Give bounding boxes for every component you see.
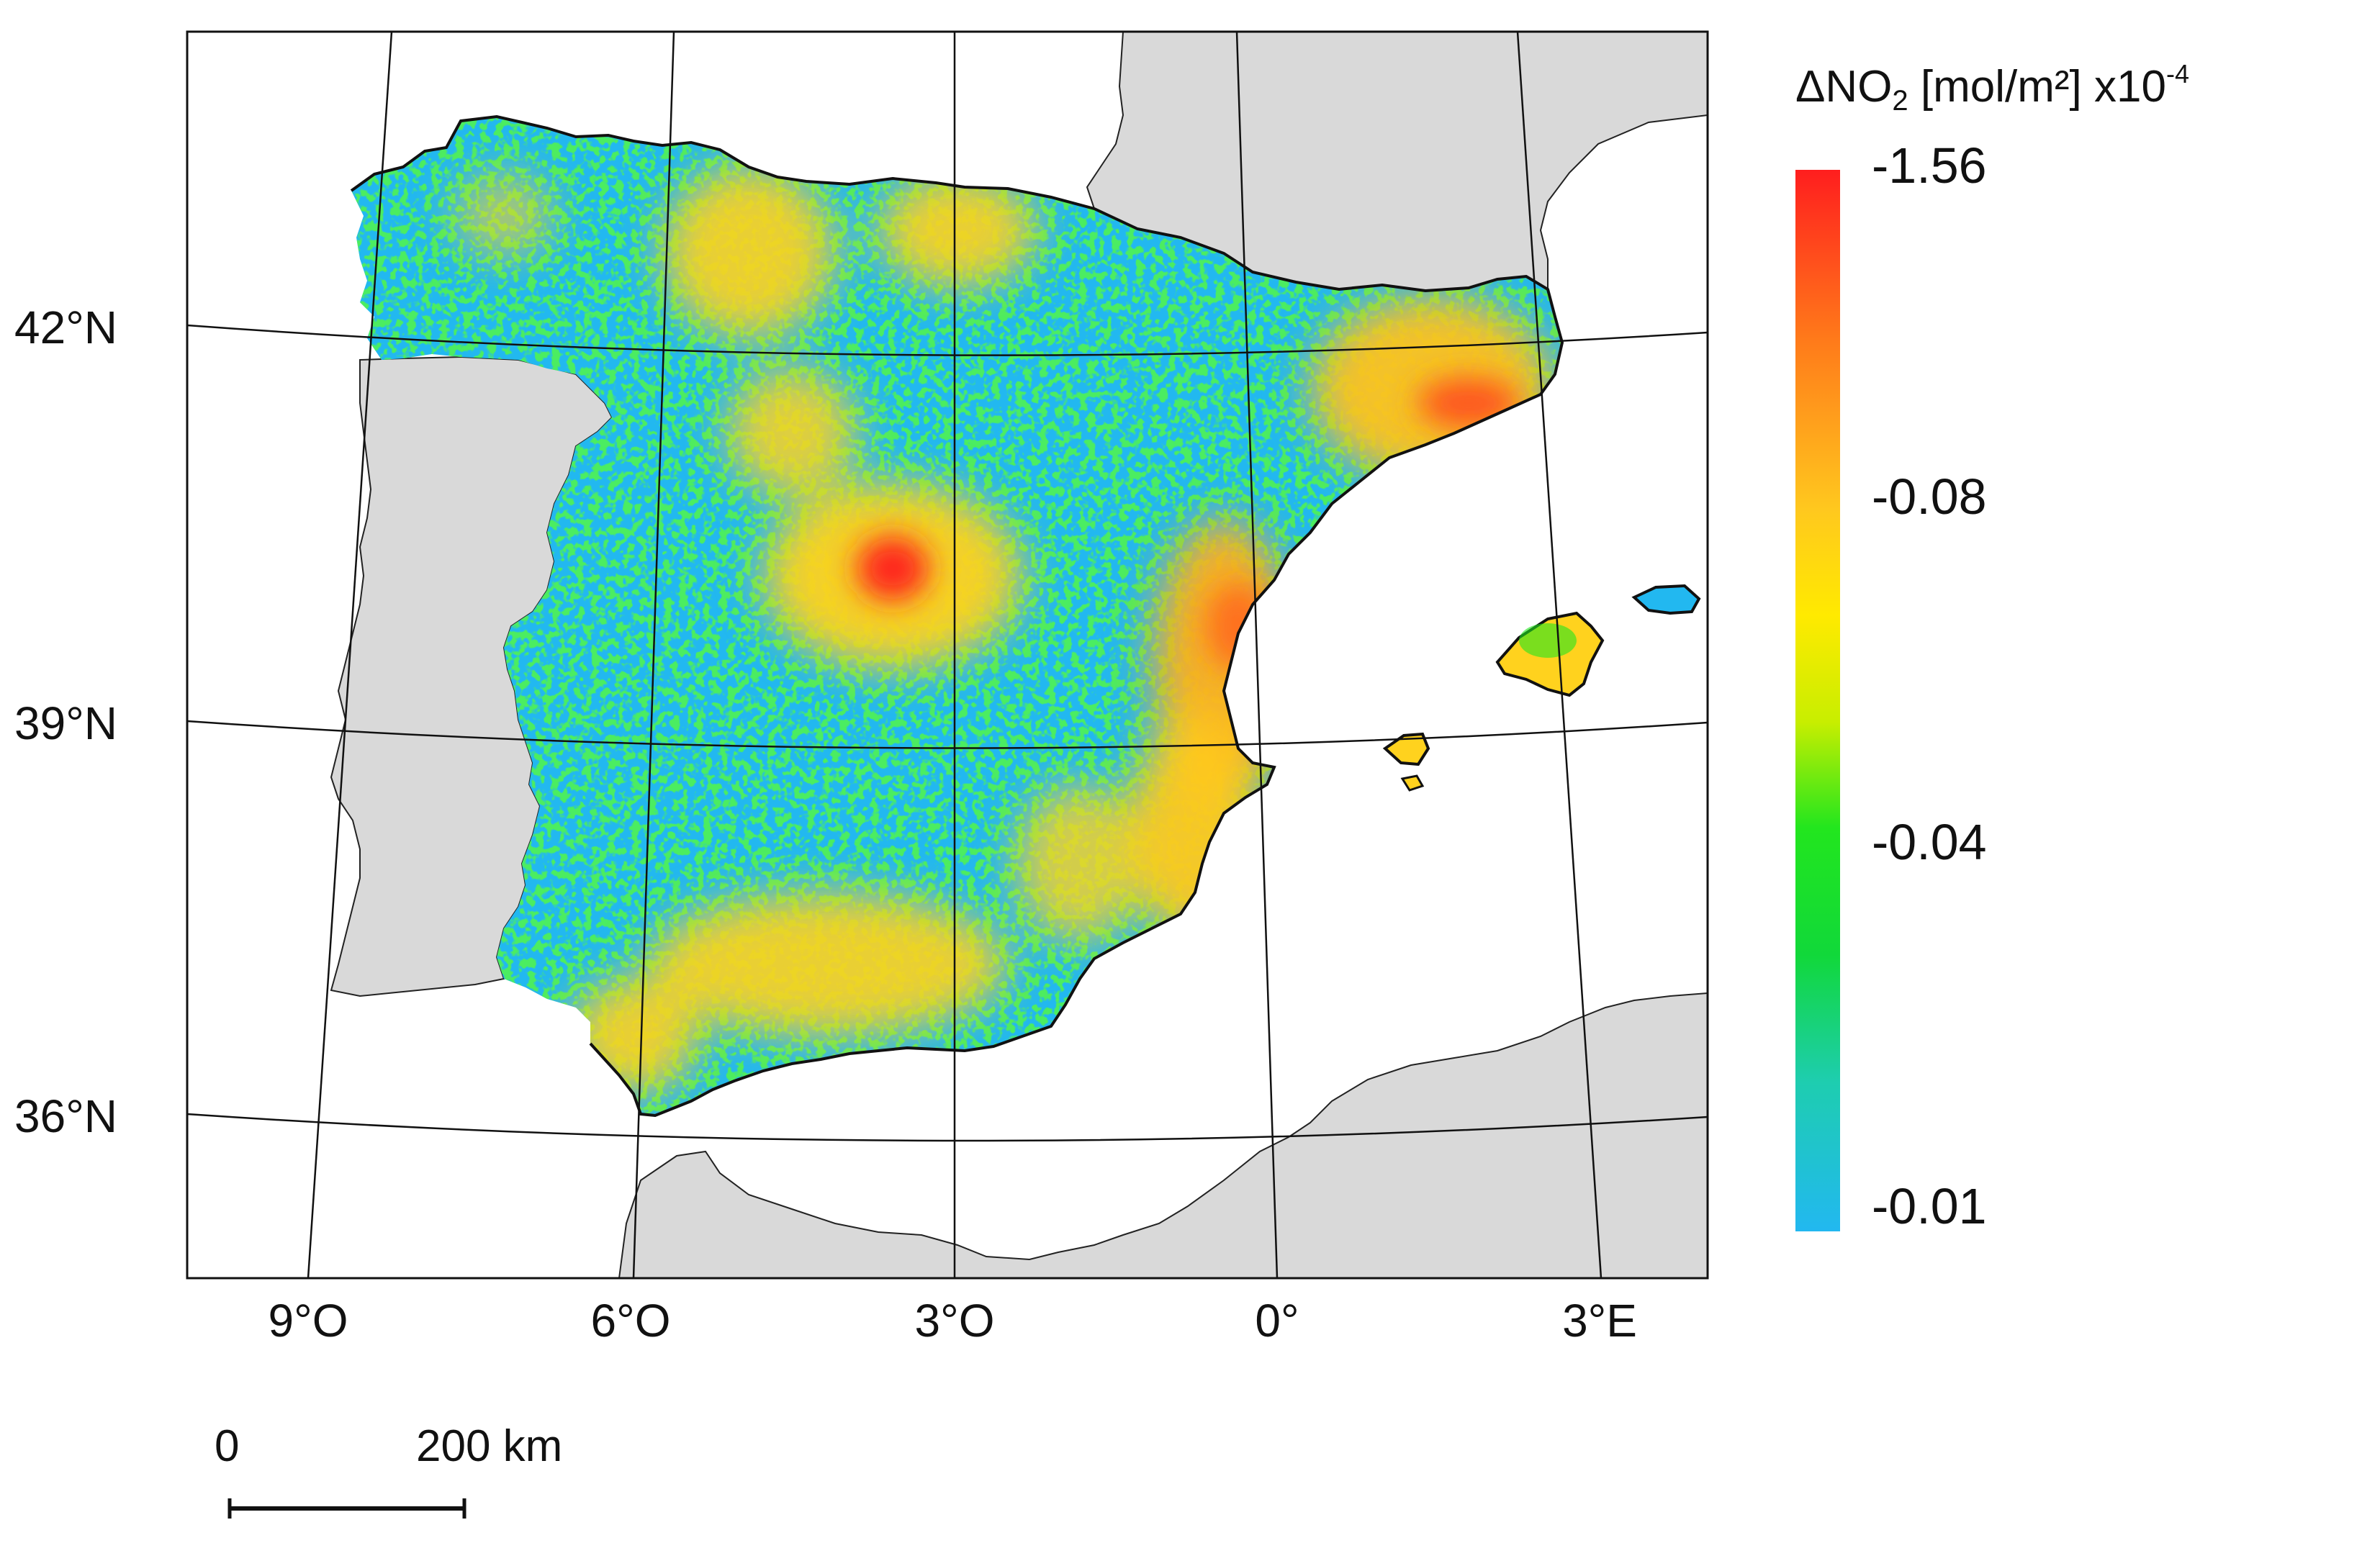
legend-tick-3: -0.04 (1872, 814, 1987, 870)
longitude-label-9o: 9°O (268, 1295, 348, 1347)
scale-bar-end-label: 200 km (416, 1421, 563, 1471)
africa-land (187, 992, 1708, 1278)
map-border (186, 30, 1709, 1280)
latitude-label-39: 39°N (14, 697, 117, 749)
color-scale-bar (1795, 170, 1840, 1231)
legend-tick-min: -0.01 (1872, 1178, 1987, 1234)
parallel-39 (187, 720, 1708, 749)
legend-title-delta: ΔNO (1795, 62, 1893, 112)
ibiza (1382, 732, 1430, 766)
scale-bar-start-label: 0 (215, 1421, 240, 1471)
longitude-label-0: 0° (1255, 1295, 1299, 1347)
spain-coastline (350, 114, 1564, 1118)
legend-title-exponent: -4 (2165, 59, 2189, 89)
parallel-36 (187, 1113, 1708, 1142)
legend-title-unit: [mol/m²] x10 (1920, 62, 2166, 112)
meridian-9w (307, 32, 393, 1278)
latitude-label-36: 36°N (14, 1090, 117, 1142)
scale-bar (227, 1498, 466, 1519)
legend-title: ΔNO2 [mol/m²] x10-4 (1795, 59, 2189, 117)
graticule (187, 32, 1708, 1278)
meridian-3e (1516, 32, 1603, 1278)
menorca (1631, 584, 1701, 615)
longitude-label-6o: 6°O (590, 1295, 671, 1347)
legend-title-subscript: 2 (1892, 85, 1908, 117)
latitude-label-42: 42°N (14, 302, 117, 353)
legend-tick-2: -0.08 (1872, 469, 1987, 525)
meridian-6w (632, 32, 675, 1278)
legend-tick-max: -1.56 (1872, 137, 1987, 194)
longitude-label-3o: 3°O (914, 1295, 995, 1347)
parallel-42 (187, 324, 1708, 356)
longitude-label-3e: 3°E (1562, 1295, 1637, 1347)
balearic-islands (1382, 584, 1701, 792)
meridian-0 (1235, 32, 1279, 1278)
formentera (1400, 774, 1425, 792)
